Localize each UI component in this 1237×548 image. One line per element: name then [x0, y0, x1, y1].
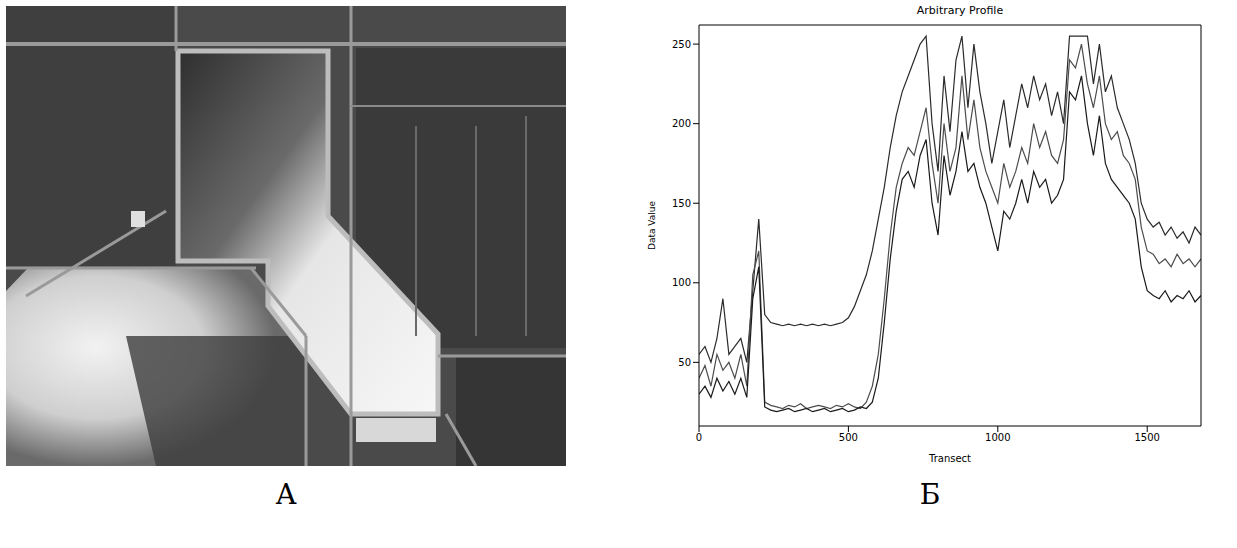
svg-text:150: 150	[672, 198, 691, 209]
html-text:Б: Б	[919, 478, 941, 511]
svg-text:0: 0	[696, 432, 702, 443]
svg-text:500: 500	[839, 432, 858, 443]
svg-text:Transect: Transect	[928, 453, 971, 464]
svg-text:250: 250	[672, 39, 691, 50]
svg-text:50: 50	[678, 357, 691, 368]
svg-text:1000: 1000	[985, 432, 1010, 443]
html-text:Arbitrary Profile: Arbitrary Profile	[916, 4, 1004, 17]
svg-text:200: 200	[672, 118, 691, 129]
svg-text:Data Value: Data Value	[647, 201, 657, 251]
html-text:А: А	[275, 478, 297, 511]
svg-text:1500: 1500	[1134, 432, 1159, 443]
svg-text:100: 100	[672, 277, 691, 288]
